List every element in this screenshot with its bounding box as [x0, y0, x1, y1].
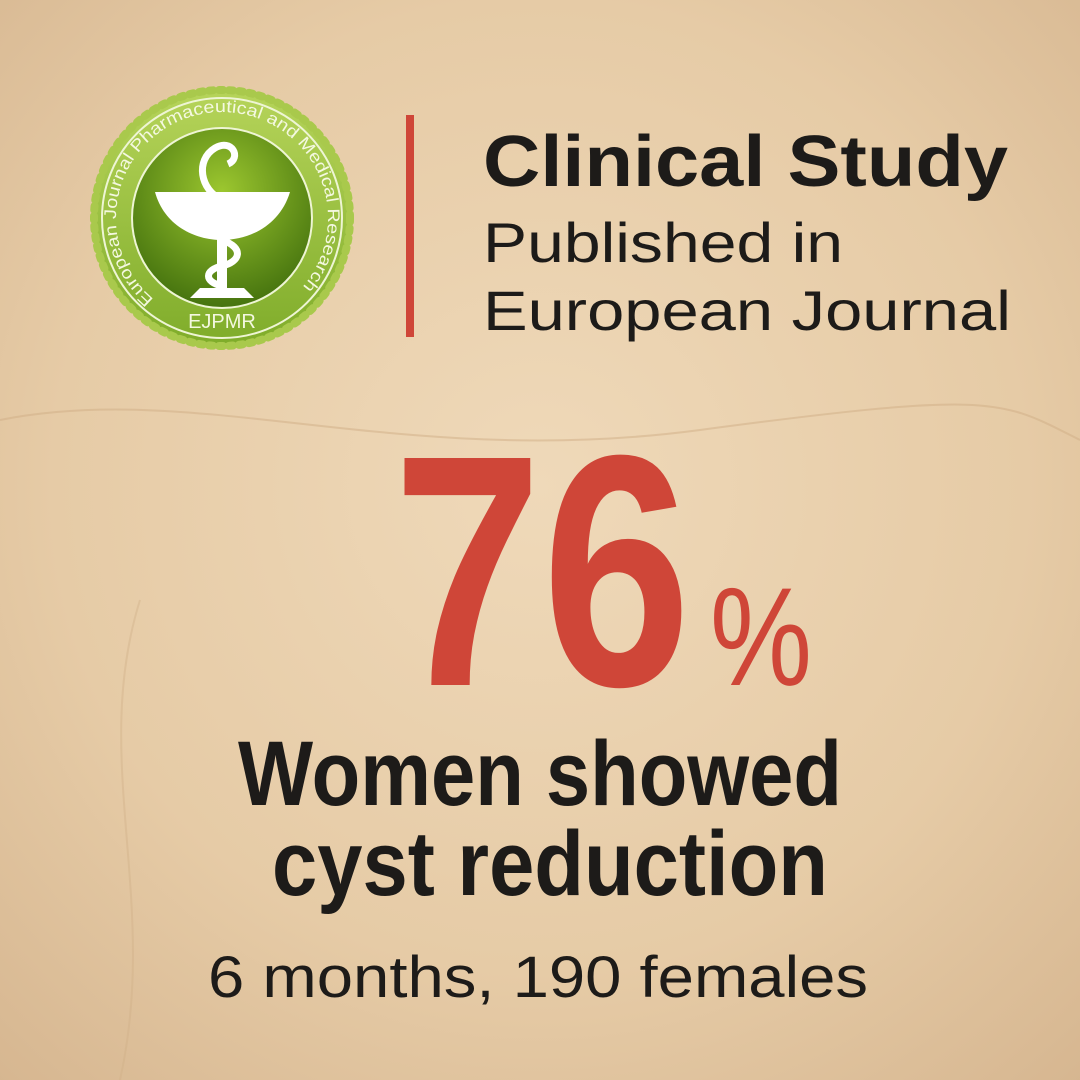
- badge-ring: [101, 97, 343, 339]
- divider: [406, 115, 414, 337]
- stat-value: 76: [393, 386, 691, 755]
- badge-acronym: EJPMR: [188, 311, 256, 333]
- header-subtitle: Published in: [483, 211, 843, 274]
- caption-detail: 6 months, 190 females: [208, 945, 868, 1010]
- caption-line: cyst reduction: [272, 813, 828, 915]
- paper-crease: [119, 599, 141, 1080]
- paper-crease: [0, 403, 1080, 442]
- stat-unit: %: [710, 558, 812, 715]
- caption-line: Women showed: [238, 723, 842, 825]
- header-title: Clinical Study: [483, 122, 1008, 202]
- bowl-of-hygieia: [155, 141, 290, 298]
- journal-badge: European Journal Pharmaceutical and Medi…: [90, 86, 354, 350]
- header-subtitle: European Journal: [483, 279, 1011, 342]
